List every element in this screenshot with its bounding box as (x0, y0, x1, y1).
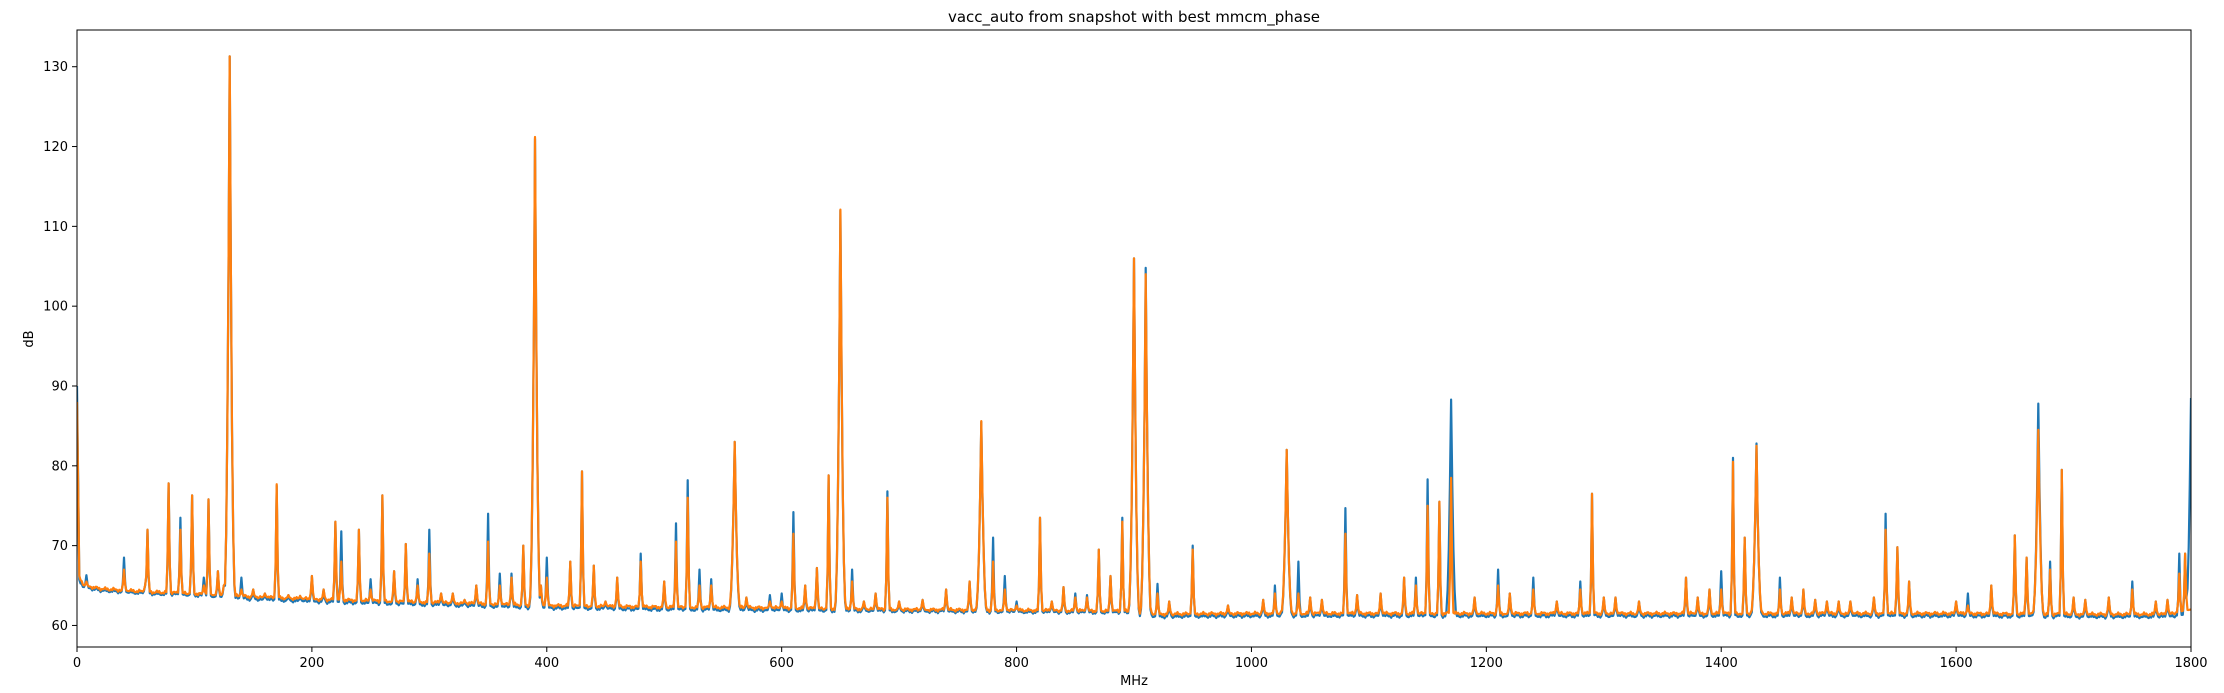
x-tick-label: 1800 (2174, 656, 2207, 671)
series-b (77, 55, 2191, 618)
x-tick-label: 0 (73, 656, 81, 671)
x-tick-label: 1200 (1470, 656, 1503, 671)
y-tick-label: 130 (43, 60, 68, 75)
x-axis-label: MHz (1120, 674, 1148, 689)
plot-area (77, 55, 2191, 620)
x-tick-label: 600 (769, 656, 794, 671)
y-tick-label: 80 (51, 459, 68, 474)
y-axis-ticks: 60 70 80 90 100 110 120 130 (43, 60, 77, 634)
x-axis-ticks: 0 200 400 600 800 1000 1200 1400 1600 1800 (73, 647, 2208, 671)
x-tick-label: 200 (299, 656, 324, 671)
y-tick-label: 110 (43, 220, 68, 235)
y-tick-label: 90 (51, 379, 68, 394)
axes-frame (76, 29, 2192, 648)
x-tick-label: 400 (534, 656, 559, 671)
chart-title: vacc_auto from snapshot with best mmcm_p… (948, 8, 1320, 27)
x-tick-label: 1600 (1940, 656, 1973, 671)
series-b-line (77, 55, 2191, 618)
y-tick-label: 120 (43, 140, 68, 155)
y-tick-label: 70 (51, 539, 68, 554)
y-axis-label: dB (22, 330, 37, 347)
y-tick-label: 100 (43, 300, 68, 315)
x-tick-label: 1400 (1705, 656, 1738, 671)
x-tick-label: 800 (1004, 656, 1029, 671)
x-tick-label: 1000 (1235, 656, 1268, 671)
y-tick-label: 60 (51, 619, 68, 634)
